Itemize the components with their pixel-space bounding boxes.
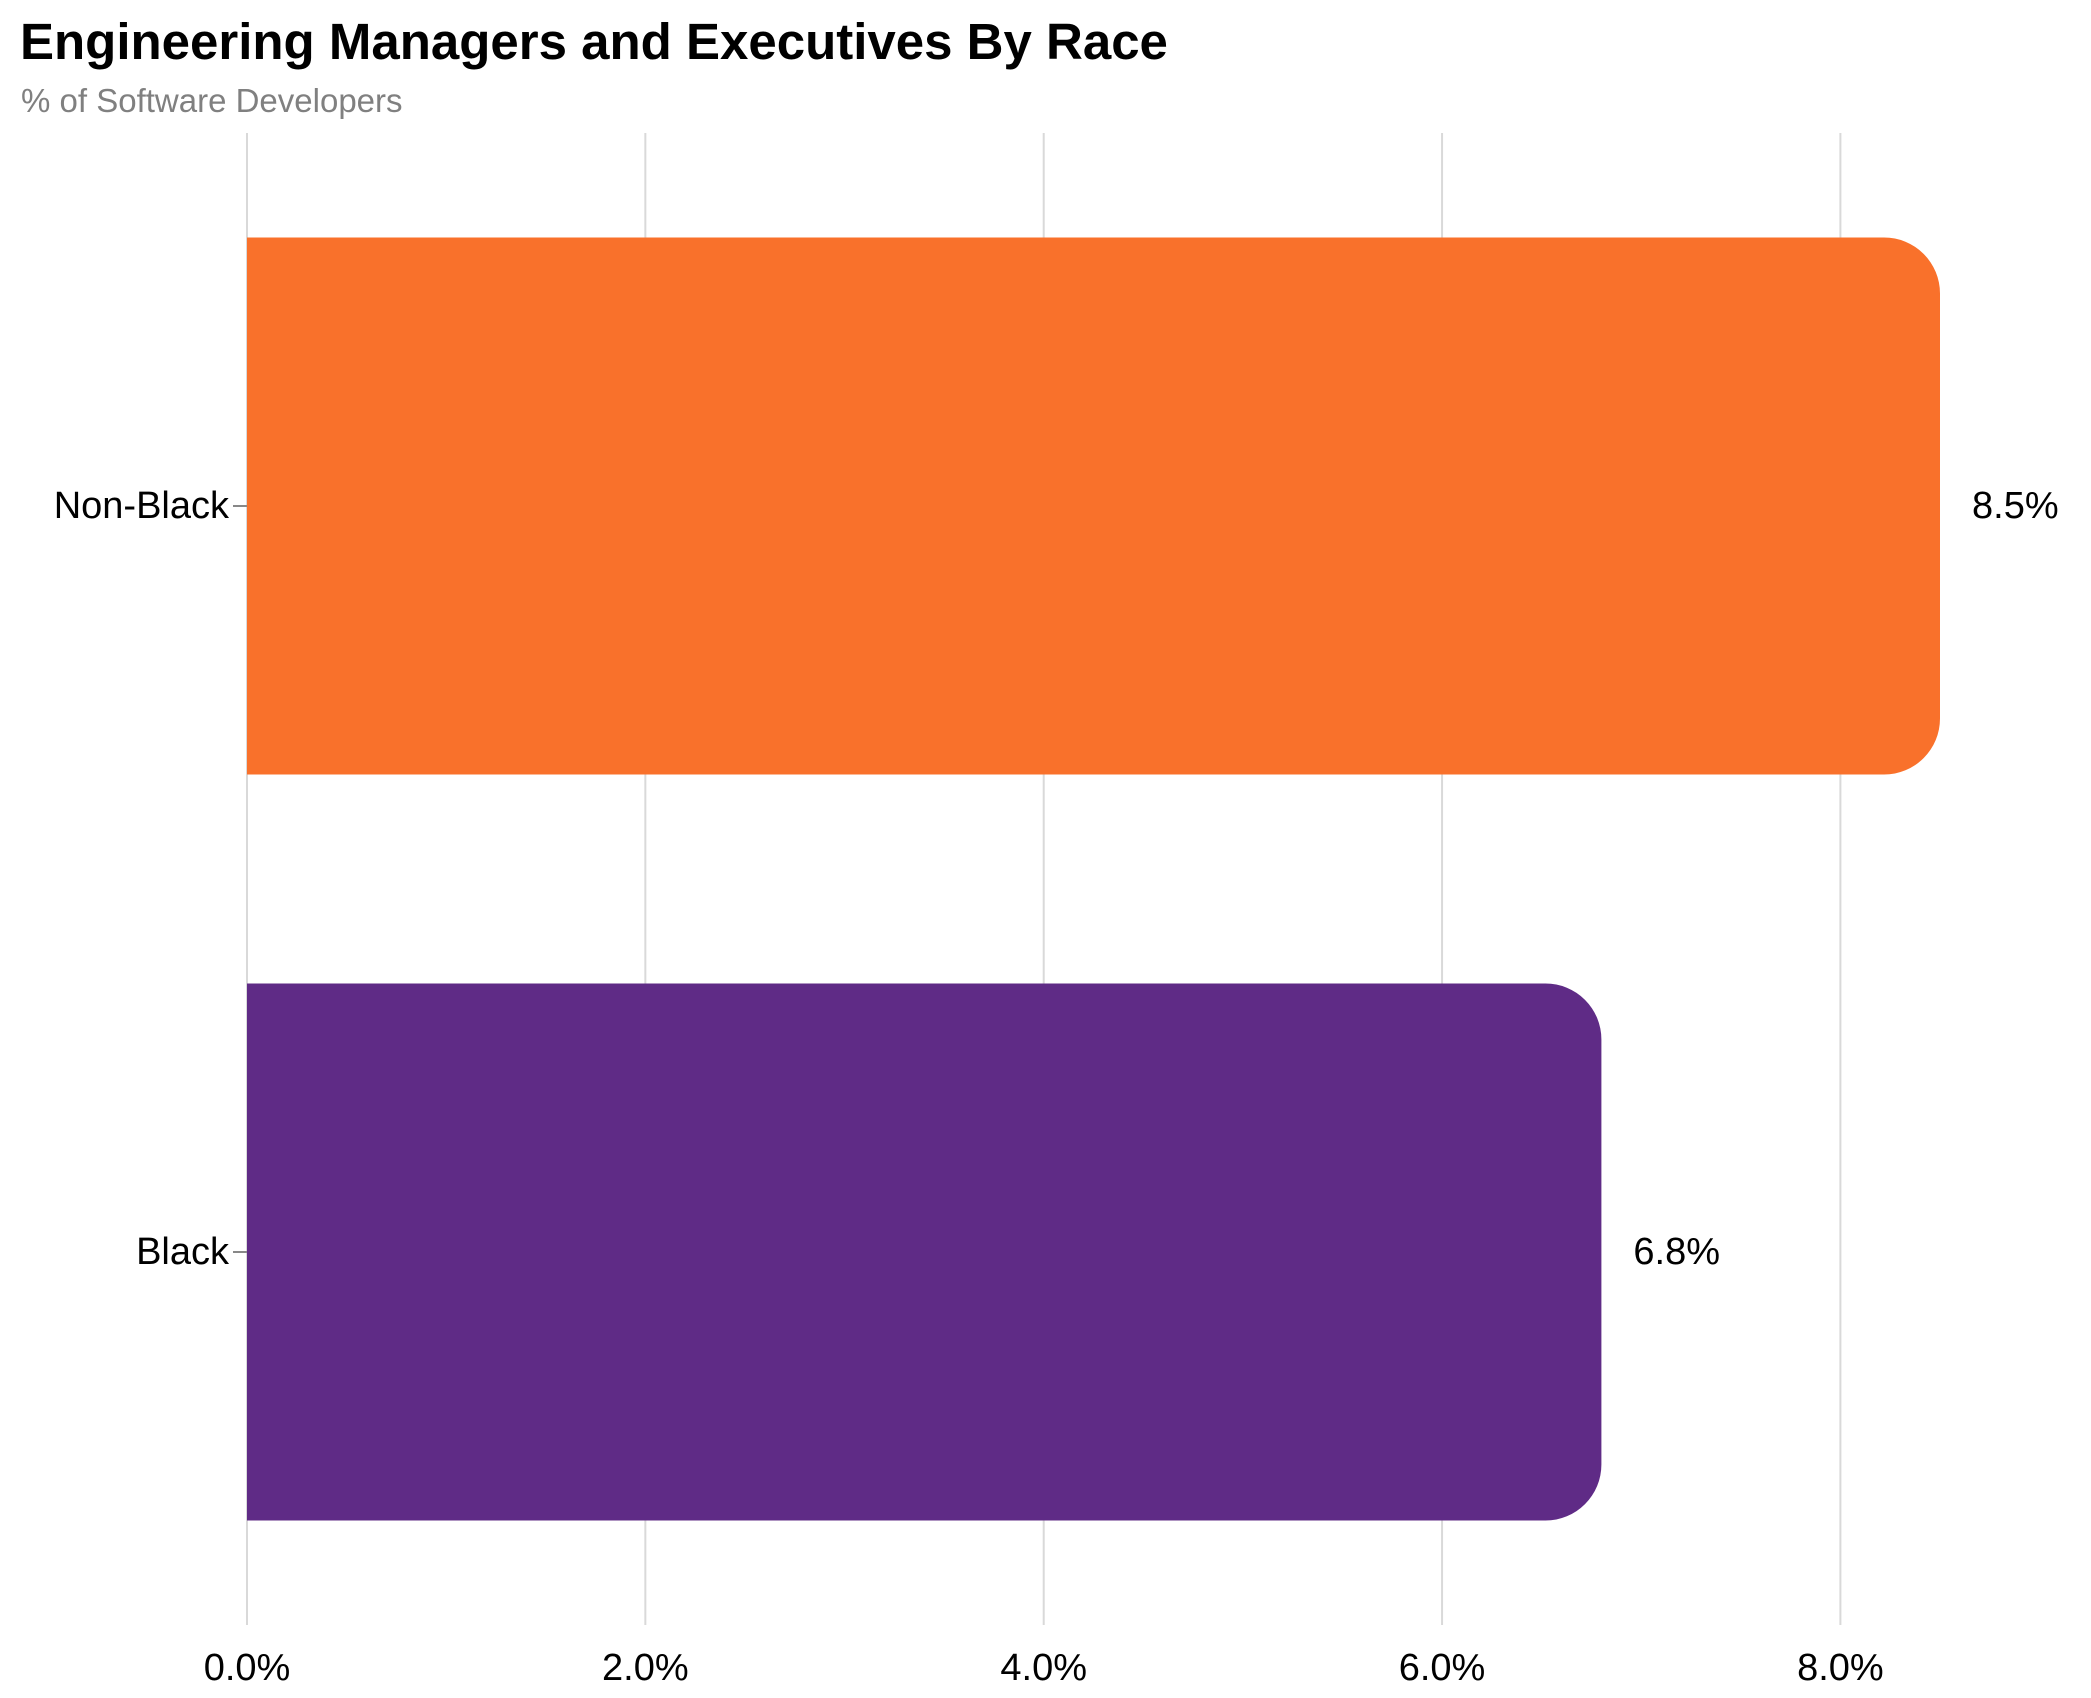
bars: 8.5% 6.8% xyxy=(247,237,2059,1521)
x-axis: 0.0% 2.0% 4.0% 6.0% 8.0% xyxy=(204,1647,1884,1689)
x-tick-label: 6.0% xyxy=(1399,1647,1486,1689)
x-tick-label: 0.0% xyxy=(204,1647,291,1689)
x-tick-label: 8.0% xyxy=(1797,1647,1884,1689)
x-tick-label: 4.0% xyxy=(1000,1647,1087,1689)
chart-subtitle: % of Software Developers xyxy=(21,82,403,119)
value-label: 8.5% xyxy=(1972,485,2059,527)
y-axis: Non-Black Black xyxy=(54,485,247,1273)
chart-title: Engineering Managers and Executives By R… xyxy=(20,13,1168,70)
bar-non-black xyxy=(247,237,1940,775)
category-label: Non-Black xyxy=(54,485,230,527)
category-label: Black xyxy=(136,1231,230,1273)
value-label: 6.8% xyxy=(1633,1231,1720,1273)
bar-black xyxy=(247,983,1602,1521)
x-tick-label: 2.0% xyxy=(602,1647,689,1689)
